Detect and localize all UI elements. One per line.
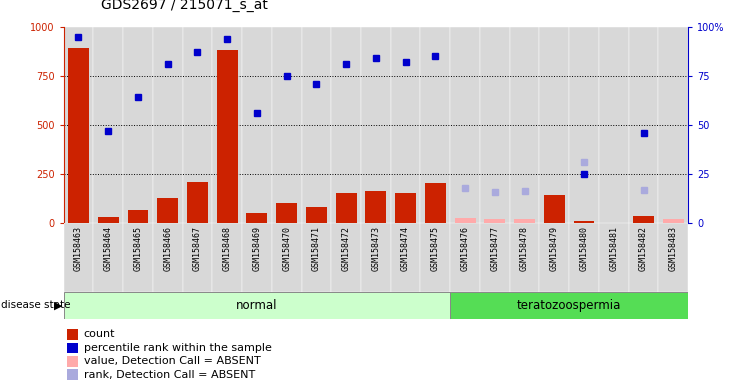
Text: GSM158469: GSM158469 (252, 226, 261, 271)
Text: GSM158472: GSM158472 (342, 226, 351, 271)
Bar (599, 27, 628, 223)
Bar (153, 223, 183, 292)
Bar (64, 27, 94, 223)
Bar (98, 217, 119, 223)
Text: GDS2697 / 215071_s_at: GDS2697 / 215071_s_at (101, 0, 268, 12)
Text: GSM158466: GSM158466 (163, 226, 172, 271)
Text: GSM158477: GSM158477 (491, 226, 500, 271)
Bar (390, 27, 420, 223)
Bar (272, 223, 301, 292)
Bar (67, 356, 78, 367)
Bar (628, 223, 658, 292)
Bar (539, 27, 569, 223)
Text: GSM158474: GSM158474 (401, 226, 410, 271)
Bar (94, 223, 123, 292)
Bar (574, 221, 595, 223)
Bar (663, 219, 684, 223)
Bar (68, 48, 89, 223)
Bar (94, 27, 123, 223)
Bar (242, 223, 272, 292)
Bar (157, 198, 178, 223)
Bar (67, 343, 78, 353)
Bar (183, 223, 212, 292)
Bar (544, 195, 565, 223)
Bar (331, 27, 361, 223)
Bar (361, 223, 390, 292)
Bar (212, 27, 242, 223)
Bar (242, 27, 272, 223)
Bar (658, 223, 688, 292)
Bar (658, 27, 688, 223)
Bar (599, 223, 628, 292)
Text: count: count (84, 329, 115, 339)
Text: GSM158475: GSM158475 (431, 226, 440, 271)
Text: GSM158478: GSM158478 (520, 226, 529, 271)
Text: GSM158463: GSM158463 (74, 226, 83, 271)
Bar (247, 213, 267, 223)
Bar (331, 223, 361, 292)
Bar (67, 329, 78, 340)
Bar (67, 369, 78, 380)
Bar (450, 223, 480, 292)
Bar (455, 218, 476, 223)
Bar (480, 223, 509, 292)
Bar (509, 27, 539, 223)
Text: value, Detection Call = ABSENT: value, Detection Call = ABSENT (84, 356, 260, 366)
Bar (187, 182, 208, 223)
Bar (64, 223, 94, 292)
Text: normal: normal (236, 299, 278, 312)
Bar (127, 210, 148, 223)
Text: teratozoospermia: teratozoospermia (517, 299, 622, 312)
Bar (480, 27, 509, 223)
Text: GSM158482: GSM158482 (639, 226, 648, 271)
Text: GSM158480: GSM158480 (580, 226, 589, 271)
Bar (301, 27, 331, 223)
Bar (183, 27, 212, 223)
Bar (420, 27, 450, 223)
Text: GSM158471: GSM158471 (312, 226, 321, 271)
Bar (272, 27, 301, 223)
Bar (420, 223, 450, 292)
Bar (301, 223, 331, 292)
Text: GSM158483: GSM158483 (669, 226, 678, 271)
Bar (514, 219, 535, 223)
Bar (395, 194, 416, 223)
Text: GSM158468: GSM158468 (223, 226, 232, 271)
Bar (390, 223, 420, 292)
Text: GSM158470: GSM158470 (282, 226, 291, 271)
Bar (64, 292, 450, 319)
Text: GSM158473: GSM158473 (371, 226, 381, 271)
Bar (569, 223, 599, 292)
Bar (450, 27, 480, 223)
Text: GSM158481: GSM158481 (610, 226, 619, 271)
Bar (276, 203, 297, 223)
Bar (123, 27, 153, 223)
Bar (450, 292, 688, 319)
Bar (425, 182, 446, 223)
Bar (153, 27, 183, 223)
Bar (509, 223, 539, 292)
Text: GSM158476: GSM158476 (461, 226, 470, 271)
Bar (569, 27, 599, 223)
Text: GSM158464: GSM158464 (104, 226, 113, 271)
Bar (306, 207, 327, 223)
Bar (212, 223, 242, 292)
Text: GSM158465: GSM158465 (133, 226, 142, 271)
Text: ▶: ▶ (54, 300, 62, 310)
Text: percentile rank within the sample: percentile rank within the sample (84, 343, 272, 353)
Bar (485, 219, 505, 223)
Bar (361, 27, 390, 223)
Bar (633, 216, 654, 223)
Text: rank, Detection Call = ABSENT: rank, Detection Call = ABSENT (84, 370, 255, 380)
Bar (539, 223, 569, 292)
Text: GSM158479: GSM158479 (550, 226, 559, 271)
Bar (123, 223, 153, 292)
Text: GSM158467: GSM158467 (193, 226, 202, 271)
Text: disease state: disease state (1, 300, 70, 310)
Bar (217, 50, 238, 223)
Bar (366, 191, 386, 223)
Bar (628, 27, 658, 223)
Bar (336, 194, 357, 223)
